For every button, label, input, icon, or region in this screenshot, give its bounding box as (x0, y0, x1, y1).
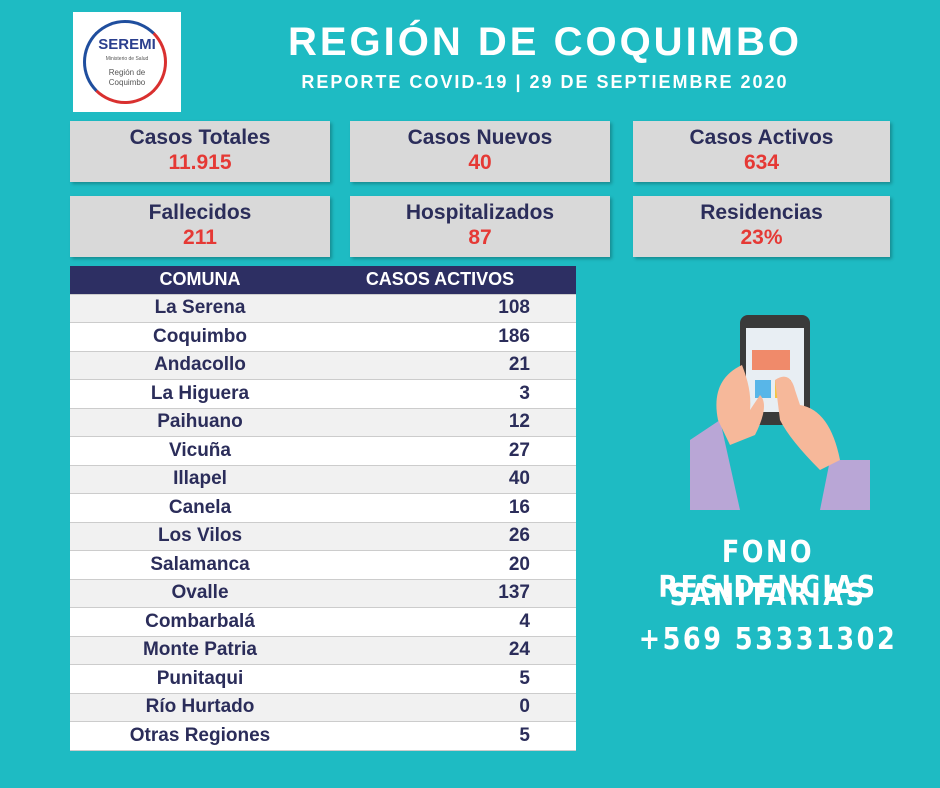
table: COMUNA CASOS ACTIVOS La Serena 108 Coquimb… (70, 266, 576, 751)
stat-value: 11.915 (168, 151, 232, 174)
casos-activos: 27 (508, 439, 530, 461)
comuna: La Higuera (150, 382, 250, 404)
table-row: Los Vilos 26 (70, 522, 576, 551)
column-header: CASOS ACTIVOS (365, 269, 515, 290)
casos-activos: 5 (519, 667, 530, 689)
comuna: Punitaqui (156, 667, 244, 689)
stat-label: Casos Activos (689, 126, 834, 149)
casos-activos: 20 (508, 553, 530, 575)
table-row: Illapel 40 (70, 465, 576, 494)
table-row: Río Hurtado 0 (70, 693, 576, 722)
table-row: Coquimbo 186 (70, 323, 576, 352)
table-row: Combarbalá 4 (70, 608, 576, 637)
table-row: Salamanca 20 (70, 551, 576, 580)
stat-value: 634 (743, 151, 780, 174)
casos-activos: 26 (508, 525, 530, 547)
stat-box: Hospitalizados 87 (350, 196, 610, 257)
title: REGIÓN DE COQUIMBO (287, 20, 803, 64)
comuna: Río Hurtado (145, 696, 255, 718)
casos-activos: 24 (508, 639, 530, 661)
comuna: Vicuña (169, 439, 231, 461)
comuna: Combarbalá (145, 610, 255, 632)
stat-box: Residencias 23% (633, 196, 890, 257)
table-row: Otras Regiones 5 (70, 722, 576, 751)
stat-box: Casos Activos 634 (633, 121, 890, 182)
comuna: Paihuano (157, 411, 243, 433)
casos-activos: 12 (508, 411, 530, 433)
casos-activos: 4 (519, 610, 530, 632)
comuna: Los Vilos (157, 525, 243, 547)
table-row: La Higuera 3 (70, 380, 576, 409)
logo-ministry: Ministerio de Salud (105, 56, 149, 62)
table-row: Andacollo 21 (70, 351, 576, 380)
contact-line: +569 53331302 (638, 622, 898, 657)
table-row: Paihuano 12 (70, 408, 576, 437)
casos-activos: 3 (519, 382, 530, 404)
table-row: Punitaqui 5 (70, 665, 576, 694)
casos-activos: 137 (498, 582, 530, 604)
stat-value: 40 (468, 151, 492, 174)
comuna: Andacollo (154, 354, 246, 376)
comuna: Salamanca (150, 553, 250, 575)
comuna: Coquimbo (153, 325, 247, 347)
column-header: COMUNA (159, 269, 241, 290)
stat-label: Casos Totales (129, 126, 271, 149)
stat-value: 211 (183, 226, 217, 249)
table-row: Monte Patria 24 (70, 636, 576, 665)
comuna: Monte Patria (142, 639, 258, 661)
logo-title: SEREMI (98, 36, 156, 53)
stat-label: Residencias (700, 201, 823, 224)
table-row: Canela 16 (70, 494, 576, 523)
stat-box: Fallecidos 211 (70, 196, 330, 257)
table-header: COMUNA CASOS ACTIVOS (70, 266, 576, 295)
logo: SEREMI Ministerio de Salud Región de Coq… (73, 12, 181, 112)
casos-activos: 0 (519, 696, 530, 718)
stat-box: Casos Nuevos 40 (350, 121, 610, 182)
stat-box: Casos Totales 11.915 (70, 121, 330, 182)
table-row: Vicuña 27 (70, 437, 576, 466)
subtitle: REPORTE COVID-19 | 29 DE SEPTIEMBRE 2020 (301, 72, 789, 92)
comuna: Ovalle (171, 582, 229, 604)
comuna: Illapel (173, 468, 227, 490)
casos-activos: 16 (508, 496, 530, 518)
comuna: Canela (168, 496, 232, 518)
stat-label: Fallecidos (148, 201, 252, 224)
comuna: Otras Regiones (129, 724, 271, 746)
stat-value: 87 (468, 226, 492, 249)
casos-activos: 108 (498, 297, 530, 319)
contact-line: SANITARIAS (669, 578, 867, 613)
comuna: La Serena (154, 297, 246, 319)
casos-activos: 186 (498, 325, 530, 347)
stat-label: Hospitalizados (405, 201, 555, 224)
casos-activos: 5 (519, 724, 530, 746)
casos-activos: 21 (508, 354, 530, 376)
stat-value: 23% (740, 226, 783, 249)
stat-label: Casos Nuevos (407, 126, 553, 149)
table-row: La Serena 108 (70, 294, 576, 323)
casos-activos: 40 (508, 468, 530, 490)
table-row: Ovalle 137 (70, 579, 576, 608)
contact-line: FONO RESIDENCIAS (658, 535, 878, 605)
logo-region: Región de Coquimbo (108, 68, 146, 87)
phone-illustration (690, 315, 870, 510)
